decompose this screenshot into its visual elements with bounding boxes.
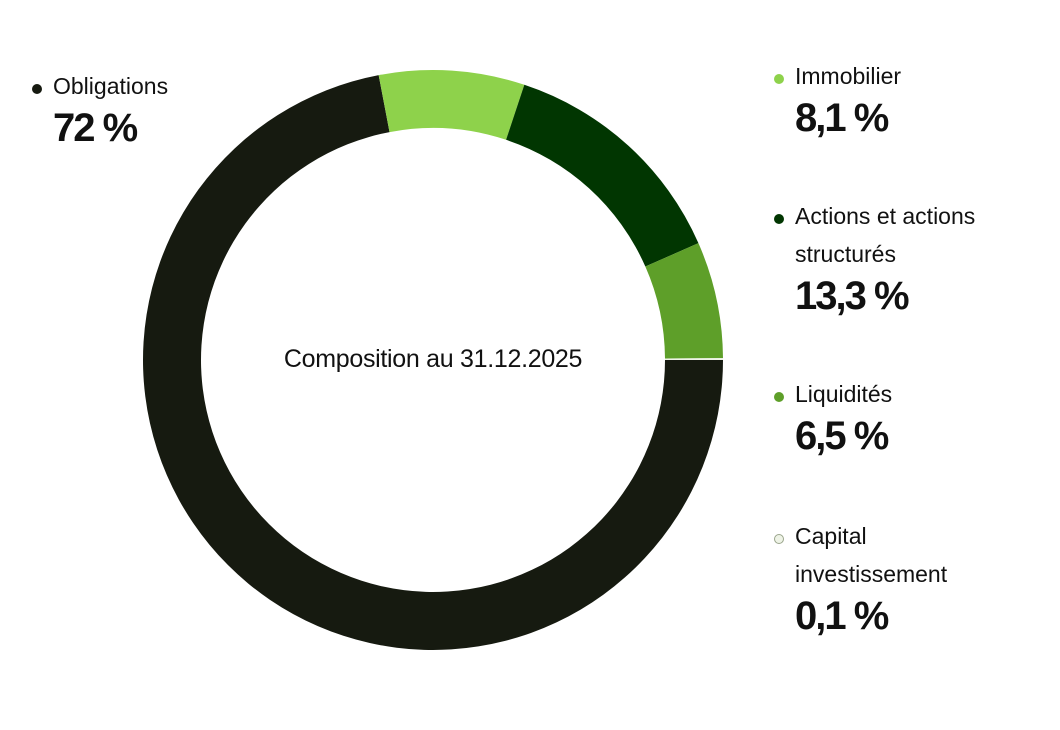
segment-liquidites — [645, 243, 723, 359]
legend-label: Obligations — [53, 73, 169, 99]
legend-value: 8,1 % — [795, 96, 889, 140]
legend-label: Actions et actions structurés — [795, 203, 976, 267]
segment-actions — [506, 84, 699, 267]
segment-immobilier — [378, 70, 525, 140]
legend-label: Liquidités — [795, 381, 893, 407]
legend-label: Immobilier — [795, 63, 902, 89]
legend-label: Capital investissement — [795, 523, 948, 587]
legend-value: 0,1 % — [795, 594, 889, 638]
legend-value: 6,5 % — [795, 414, 889, 458]
legend-dot-icon — [774, 214, 784, 224]
chart-center-label: Composition au 31.12.2025 — [283, 345, 583, 373]
legend-item-actions: Actions et actions structurés 13,3 % — [774, 203, 1034, 319]
legend-item-capital-investissement: Capital investissement 0,1 % — [774, 523, 1034, 639]
legend-item-liquidites: Liquidités 6,5 % — [774, 381, 1034, 459]
legend-dot-icon — [774, 534, 784, 544]
legend-dot-icon — [774, 74, 784, 84]
segment-capital-investissement — [664, 358, 723, 360]
legend-value: 13,3 % — [795, 274, 910, 318]
legend-item-immobilier: Immobilier 8,1 % — [774, 63, 1034, 141]
legend-dot-icon — [774, 392, 784, 402]
legend-dot-icon — [32, 84, 42, 94]
legend-value: 72 % — [53, 106, 138, 150]
legend-item-obligations: Obligations 72 % — [32, 73, 232, 151]
